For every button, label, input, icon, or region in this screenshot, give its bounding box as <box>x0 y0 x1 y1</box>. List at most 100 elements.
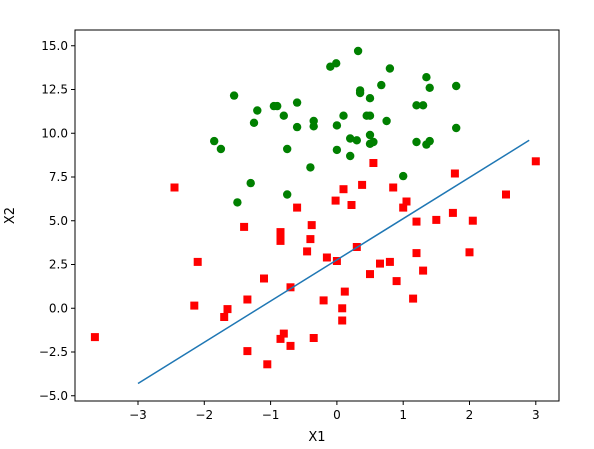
y-tick-label: 2.5 <box>49 258 68 272</box>
circle-point-10 <box>355 88 365 98</box>
square-point-52 <box>263 360 272 369</box>
square-point-7 <box>502 190 510 199</box>
circle-point-17 <box>418 101 428 110</box>
plot-marks <box>90 46 540 385</box>
plot-frame <box>74 29 560 402</box>
circle-point-15 <box>253 106 262 115</box>
circle-point-31 <box>352 136 361 145</box>
x-tick-label: 3 <box>532 408 540 422</box>
circle-point-46 <box>233 198 242 207</box>
square-point-5 <box>389 183 398 192</box>
circle-point-16 <box>412 101 421 110</box>
circle-point-33 <box>369 137 378 147</box>
circle-point-28 <box>452 123 461 133</box>
square-point-28 <box>332 257 341 265</box>
square-point-38 <box>409 294 418 303</box>
circle-point-21 <box>365 111 375 120</box>
circle-point-30 <box>346 134 355 143</box>
fit-line <box>137 139 530 385</box>
square-point-34 <box>260 274 268 283</box>
circle-point-44 <box>246 178 255 188</box>
square-point-48 <box>90 333 99 342</box>
circle-point-34 <box>412 137 421 147</box>
square-point-21 <box>276 236 285 245</box>
square-point-49 <box>276 334 285 343</box>
square-point-40 <box>319 296 328 305</box>
circle-point-24 <box>249 118 259 128</box>
square-point-11 <box>293 203 302 212</box>
circle-point-37 <box>210 136 219 146</box>
square-point-19 <box>276 228 285 237</box>
square-point-42 <box>223 305 232 314</box>
circle-point-2 <box>326 62 335 71</box>
square-point-41 <box>190 301 199 310</box>
circle-point-12 <box>292 98 302 107</box>
circle-point-38 <box>216 144 226 154</box>
circle-point-18 <box>279 111 288 120</box>
square-point-25 <box>412 249 421 258</box>
square-point-4 <box>358 180 367 189</box>
square-point-29 <box>193 257 202 266</box>
x-tick-label: −2 <box>195 408 213 422</box>
y-tick-label: 15.0 <box>41 39 68 53</box>
square-point-16 <box>412 217 421 226</box>
circle-point-4 <box>422 73 431 82</box>
circle-point-5 <box>377 80 386 90</box>
y-tick-label: 12.5 <box>41 83 68 97</box>
circle-point-19 <box>339 111 348 120</box>
circle-point-0 <box>353 46 363 56</box>
square-point-8 <box>402 197 411 206</box>
y-tick-label: 0.0 <box>49 301 68 315</box>
x-axis-label: X1 <box>308 430 325 445</box>
square-point-2 <box>450 169 459 178</box>
circle-point-22 <box>382 116 391 126</box>
square-point-15 <box>468 216 477 225</box>
square-point-6 <box>339 185 348 194</box>
circle-point-41 <box>346 151 355 161</box>
circle-point-7 <box>425 83 434 93</box>
y-axis: −5.0 −2.5 0.0 2.5 5.0 7.5 10.0 12.5 15.0 <box>39 39 75 403</box>
circle-point-26 <box>309 122 318 131</box>
y-tick-label: 5.0 <box>49 214 68 228</box>
y-tick-label: 7.5 <box>49 170 68 184</box>
square-point-17 <box>307 221 316 230</box>
square-point-9 <box>331 196 340 205</box>
circle-point-45 <box>283 190 292 199</box>
square-point-14 <box>432 215 441 224</box>
square-point-35 <box>392 277 401 286</box>
x-tick-label: −1 <box>262 408 280 422</box>
square-point-1 <box>369 159 378 167</box>
square-point-51 <box>243 347 252 356</box>
circle-point-14 <box>273 101 282 111</box>
circle-point-6 <box>452 81 461 91</box>
circle-point-42 <box>306 163 315 172</box>
circle-point-3 <box>385 64 395 73</box>
y-tick-label: −5.0 <box>39 389 68 403</box>
square-point-10 <box>347 201 356 209</box>
square-point-36 <box>286 283 295 292</box>
x-tick-label: 0 <box>333 408 341 422</box>
square-point-50 <box>286 341 295 350</box>
x-axis: −3 −2 −1 0 1 2 3 <box>129 401 540 422</box>
circle-point-27 <box>332 121 342 130</box>
square-point-39 <box>243 295 252 304</box>
circle-point-9 <box>229 91 239 100</box>
circle-point-36 <box>422 140 431 149</box>
square-point-13 <box>448 208 457 217</box>
square-point-47 <box>279 329 288 338</box>
square-point-22 <box>306 235 315 244</box>
circle-point-25 <box>292 122 302 132</box>
circle-point-29 <box>365 130 375 140</box>
square-point-30 <box>376 259 384 268</box>
y-tick-label: −2.5 <box>39 345 68 359</box>
square-point-12 <box>399 203 408 212</box>
x-tick-label: 1 <box>399 408 407 422</box>
square-point-27 <box>322 253 331 262</box>
square-point-20 <box>276 232 285 241</box>
circle-point-43 <box>399 171 408 181</box>
square-point-46 <box>309 334 318 342</box>
square-point-18 <box>240 222 249 231</box>
square-point-44 <box>220 313 229 321</box>
